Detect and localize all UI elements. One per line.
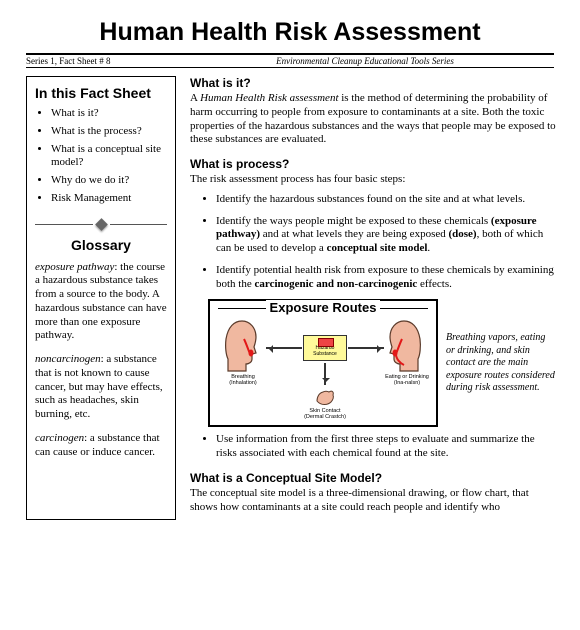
text: and at what levels they are being expose… <box>260 228 448 240</box>
glossary-entry: carcinogen: a substance that can cause o… <box>35 432 167 460</box>
bold: carcinogenic and non-carcinogenic <box>255 278 418 290</box>
glossary-term: carcinogen <box>35 432 84 444</box>
main-content: What is it? A Human Health Risk assessme… <box>190 76 556 520</box>
toc-item: What is the process? <box>51 125 167 139</box>
figure-title: Exposure Routes <box>266 300 381 315</box>
emphasis: Human Health Risk assessment <box>200 92 338 104</box>
glossary-title: Glossary <box>35 237 167 253</box>
page-title: Human Health Risk Assessment <box>26 18 554 47</box>
figure-caption: Breathing vapors, eating or drinking, an… <box>446 332 556 395</box>
list-item: Identify the ways people might be expose… <box>216 215 556 256</box>
list-item: Use information from the first three ste… <box>216 433 556 461</box>
process-list: Identify the hazardous substances found … <box>190 193 556 292</box>
subhead-bar: Series 1, Fact Sheet # 8 Environmental C… <box>26 53 554 68</box>
arrow-icon <box>324 363 326 385</box>
arrow-icon <box>266 347 302 349</box>
figure-label: Breathing (Inhalation) <box>218 375 268 387</box>
glossary-term: exposure pathway <box>35 261 114 273</box>
hazard-box-icon: Hazardo Substance <box>303 335 347 361</box>
head-left-icon <box>220 319 264 373</box>
section-title: What is it? <box>190 76 556 90</box>
list-item: Identify potential health risk from expo… <box>216 264 556 292</box>
hand-icon <box>314 387 336 407</box>
glossary-term: noncarcinogen <box>35 353 101 365</box>
toc-item: What is it? <box>51 107 167 121</box>
glossary-entry: noncarcinogen: a substance that is not k… <box>35 353 167 422</box>
text: A <box>190 92 200 104</box>
diamond-icon <box>95 218 108 231</box>
section-title: What is a Conceptual Site Model? <box>190 471 556 485</box>
bold: conceptual site model <box>327 242 428 254</box>
section-title: What is process? <box>190 157 556 171</box>
series-label: Series 1, Fact Sheet # 8 <box>26 56 176 66</box>
head-right-icon <box>382 319 426 373</box>
sidebar: In this Fact Sheet What is it? What is t… <box>26 76 176 520</box>
paragraph: The conceptual site model is a three-dim… <box>190 487 556 515</box>
arrow-icon <box>348 347 384 349</box>
box-title: In this Fact Sheet <box>35 85 167 101</box>
paragraph: A Human Health Risk assessment is the me… <box>190 92 556 147</box>
glossary-entry: exposure pathway: the course a hazardous… <box>35 261 167 344</box>
toc-item: Why do we do it? <box>51 174 167 188</box>
toc-list: What is it? What is the process? What is… <box>35 107 167 206</box>
toc-item: Risk Management <box>51 192 167 206</box>
fact-sheet-box: In this Fact Sheet What is it? What is t… <box>26 76 176 520</box>
text: effects. <box>417 278 452 290</box>
series-name: Environmental Cleanup Educational Tools … <box>176 56 554 66</box>
text: Identify the ways people might be expose… <box>216 215 491 227</box>
list-item: Identify the hazardous substances found … <box>216 193 556 207</box>
figure-label: Eating or Drinking (Ina-nalsn) <box>382 375 432 387</box>
text: . <box>427 242 430 254</box>
divider <box>35 220 167 229</box>
process-list-cont: Use information from the first three ste… <box>190 433 556 461</box>
figure-wrap: Exposure Routes Hazardo Substance Breath… <box>208 299 556 427</box>
paragraph: The risk assessment process has four bas… <box>190 173 556 187</box>
toc-item: What is a conceptual site model? <box>51 143 167 171</box>
exposure-routes-figure: Exposure Routes Hazardo Substance Breath… <box>208 299 438 427</box>
bold: (dose) <box>448 228 476 240</box>
figure-label: Skin Contact (Dermal Crastch) <box>300 409 350 421</box>
